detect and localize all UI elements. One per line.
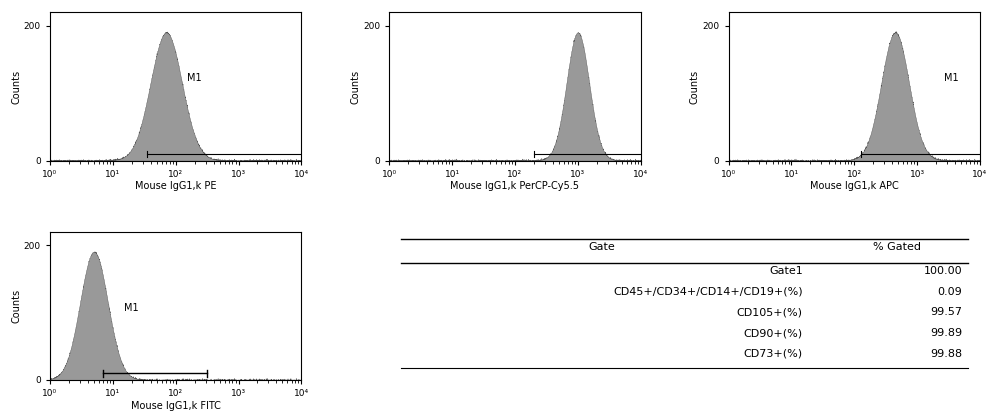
Text: CD105+(%): CD105+(%)	[737, 307, 803, 317]
Text: CD73+(%): CD73+(%)	[744, 349, 803, 359]
X-axis label: Mouse IgG1,k APC: Mouse IgG1,k APC	[810, 181, 899, 191]
X-axis label: Mouse IgG1,k FITC: Mouse IgG1,k FITC	[131, 401, 221, 411]
Text: M1: M1	[944, 73, 959, 83]
Y-axis label: Counts: Counts	[11, 69, 21, 104]
Text: CD45+/CD34+/CD14+/CD19+(%): CD45+/CD34+/CD14+/CD19+(%)	[613, 287, 803, 297]
Y-axis label: Counts: Counts	[690, 69, 700, 104]
Text: 99.88: 99.88	[930, 349, 962, 359]
Text: % Gated: % Gated	[873, 242, 921, 252]
Text: 99.89: 99.89	[930, 328, 962, 338]
Text: Gate1: Gate1	[769, 266, 803, 276]
Text: M1: M1	[124, 303, 139, 313]
Y-axis label: Counts: Counts	[11, 289, 21, 323]
X-axis label: Mouse IgG1,k PerCP-Cy5.5: Mouse IgG1,k PerCP-Cy5.5	[450, 181, 580, 191]
Y-axis label: Counts: Counts	[350, 69, 360, 104]
X-axis label: Mouse IgG1,k PE: Mouse IgG1,k PE	[135, 181, 216, 191]
Text: 100.00: 100.00	[924, 266, 962, 276]
Text: CD90+(%): CD90+(%)	[744, 328, 803, 338]
Text: 0.09: 0.09	[938, 287, 962, 297]
Text: M1: M1	[187, 73, 202, 83]
Text: 99.57: 99.57	[930, 307, 962, 317]
Text: Gate: Gate	[589, 242, 615, 252]
